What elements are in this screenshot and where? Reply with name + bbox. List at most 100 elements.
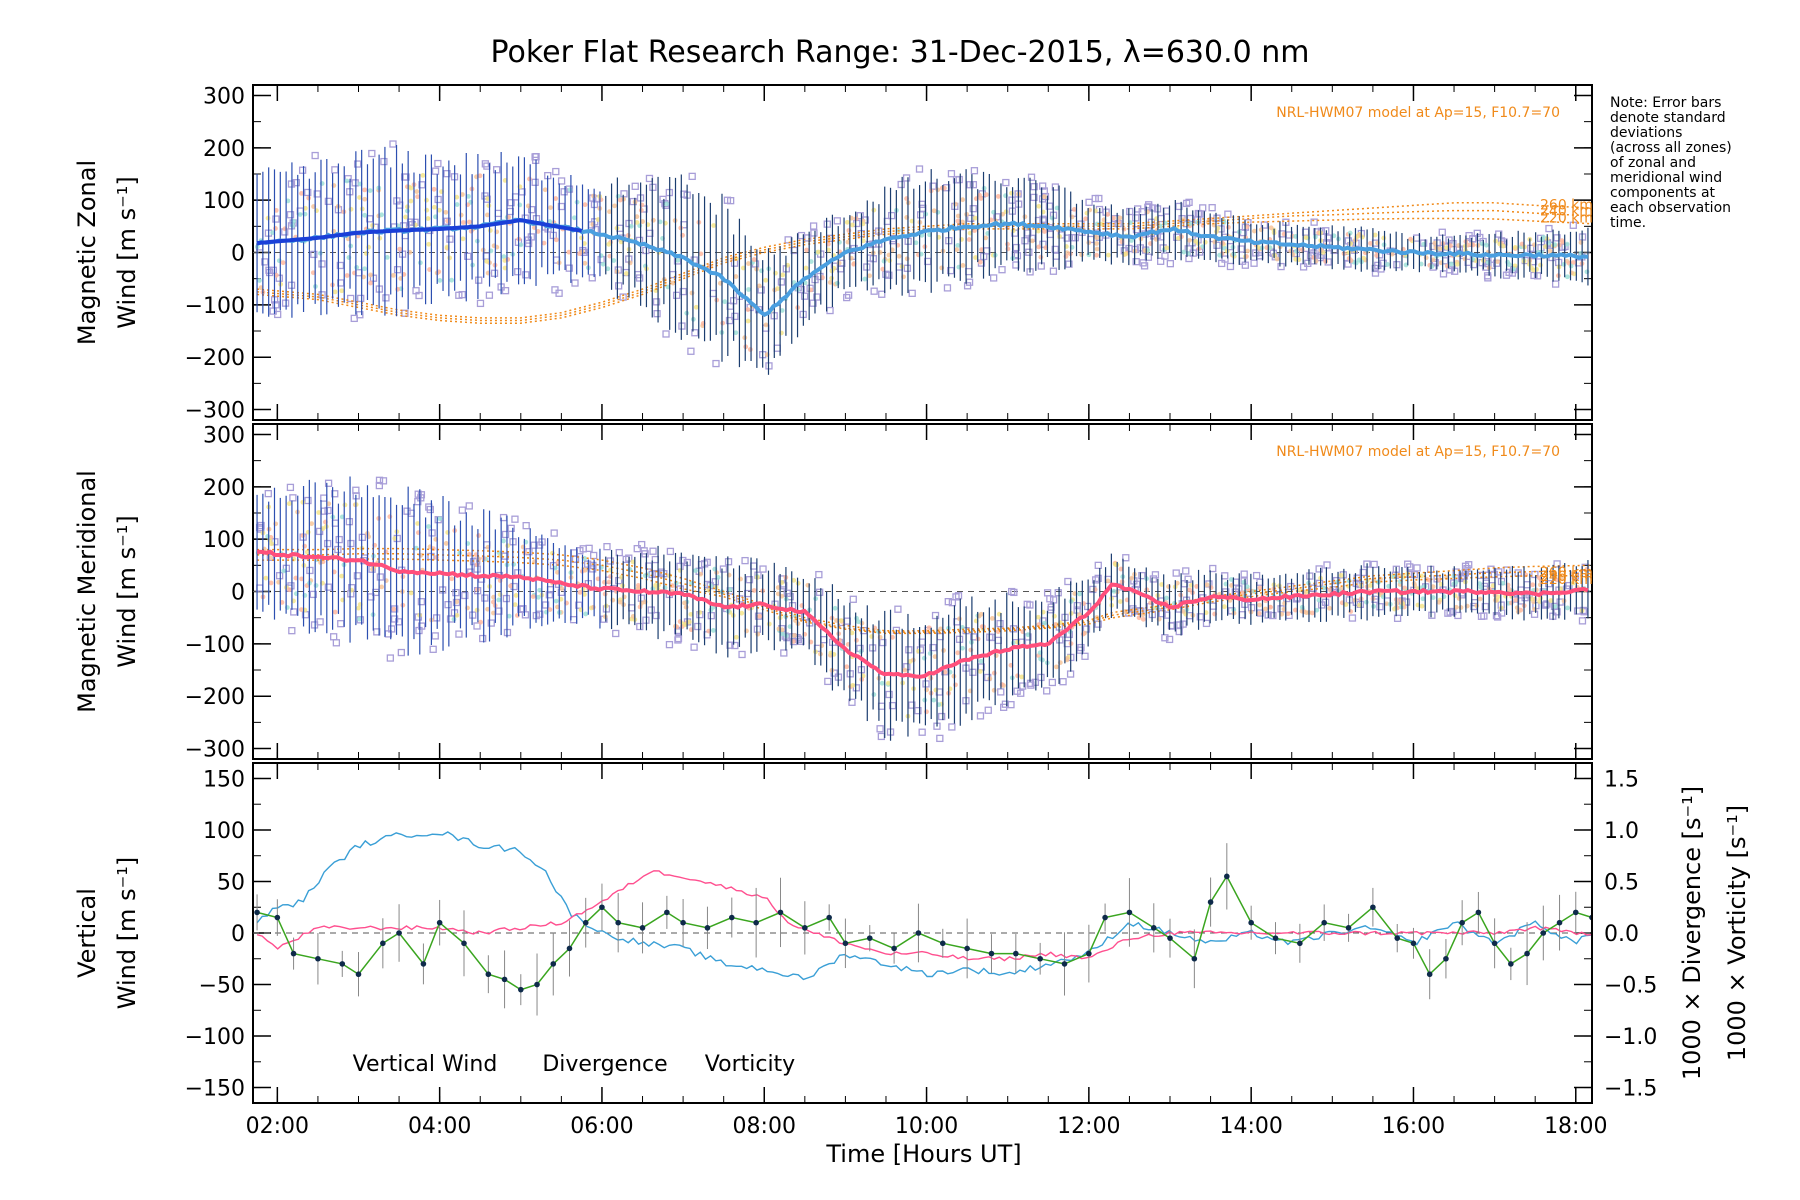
meridional-panel-zone-dot xyxy=(932,654,938,660)
meridional-panel-zone-point xyxy=(376,573,384,581)
meridional-panel-zone-point xyxy=(929,643,937,652)
meridional-panel-zone-point xyxy=(944,598,952,606)
zonal-panel-zone-dot xyxy=(541,240,547,246)
y-tick-label: −300 xyxy=(185,399,245,424)
zonal-panel-zone-dot xyxy=(364,251,369,256)
meridional-panel-model-220km xyxy=(257,558,1591,635)
meridional-panel-zone-dot xyxy=(1430,584,1436,590)
meridional-panel-zone-point xyxy=(848,698,856,706)
zonal-panel-zone-dot xyxy=(501,254,507,260)
vertical-wind-point xyxy=(566,945,573,952)
zonal-panel-zone-point xyxy=(1024,229,1032,237)
zonal-panel-zone-dot xyxy=(600,261,606,267)
zonal-panel-zone-dot xyxy=(1374,253,1380,258)
zonal-panel-zone-dot xyxy=(1200,244,1205,250)
zonal-panel-zone-dot xyxy=(625,233,631,238)
zonal-panel-model-label: NRL-HWM07 model at Ap=15, F10.7=70 xyxy=(1276,105,1560,121)
zonal-panel-zone-dot xyxy=(618,239,624,245)
zonal-panel-zone-point xyxy=(1221,255,1229,263)
meridional-panel-zone-point xyxy=(481,594,489,602)
vertical-wind-point xyxy=(939,940,946,947)
zonal-panel-zone-point xyxy=(350,314,358,323)
meridional-panel-zone-dot xyxy=(850,682,856,688)
zonal-panel-zone-point xyxy=(809,299,817,307)
zonal-panel-zone-dot xyxy=(1193,238,1199,244)
meridional-panel-zone-point xyxy=(905,646,913,654)
zonal-panel-zone-point xyxy=(1039,215,1047,223)
meridional-panel-zone-point xyxy=(1410,571,1418,579)
meridional-panel-zone-dot xyxy=(1256,611,1262,616)
zonal-panel-zone-dot xyxy=(1086,240,1092,246)
zonal-panel-zone-dot xyxy=(579,235,584,241)
zonal-panel-zone-point xyxy=(434,195,442,204)
meridional-panel-zone-dot xyxy=(1040,657,1045,663)
meridional-panel-zone-dot xyxy=(791,577,797,583)
meridional-panel-ylabel-line1: Magnetic Meridional xyxy=(73,470,101,713)
zonal-panel-zone-point xyxy=(687,347,695,355)
zonal-panel-zone-point xyxy=(481,192,489,200)
zonal-panel-zone-dot xyxy=(427,267,432,272)
meridional-panel-zone-dot xyxy=(287,587,292,593)
meridional-panel-zone-dot xyxy=(512,602,518,608)
zonal-panel-zone-dot xyxy=(566,249,572,255)
meridional-panel-zone-point xyxy=(955,635,964,643)
zonal-panel-zone-dot xyxy=(995,194,1001,199)
zonal-panel-zone-dot xyxy=(535,229,541,234)
meridional-panel-zone-dot xyxy=(978,658,984,664)
meridional-panel-zone-dot xyxy=(993,653,999,658)
meridional-panel-zone-point xyxy=(666,547,675,556)
zonal-panel-zone-point xyxy=(902,174,911,182)
meridional-panel-zone-point xyxy=(652,611,660,620)
meridional-panel-zone-point xyxy=(417,598,426,606)
meridional-panel-zone-point xyxy=(633,544,641,553)
note-line: (across all zones) xyxy=(1610,140,1732,156)
meridional-panel-zone-point xyxy=(403,507,411,515)
vertical-wind-point xyxy=(1150,925,1157,931)
meridional-panel-zone-dot xyxy=(733,634,739,640)
meridional-panel-zone-point xyxy=(1094,620,1102,628)
meridional-panel-zone-dot xyxy=(1303,610,1309,616)
meridional-panel-zone-point xyxy=(914,706,922,715)
meridional-panel-zone-point xyxy=(922,680,930,688)
vertical-wind-point xyxy=(1102,914,1108,921)
meridional-panel-zone-dot xyxy=(449,576,455,582)
zonal-panel-zone-point xyxy=(298,166,307,174)
meridional-panel-zone-dot xyxy=(669,583,675,589)
meridional-panel-zone-dot xyxy=(879,680,885,686)
zonal-panel-zone-dot xyxy=(606,241,612,247)
zonal-panel-altitude-label: 240 km xyxy=(1540,204,1593,220)
zonal-panel-zone-dot xyxy=(297,212,303,217)
note-line: deviations xyxy=(1610,125,1682,141)
zonal-panel-zone-dot xyxy=(1429,264,1435,269)
meridional-panel-zone-point xyxy=(1477,612,1486,620)
meridional-panel-zone-point xyxy=(638,540,646,549)
meridional-panel-zone-dot xyxy=(832,605,838,611)
zonal-panel-zone-point xyxy=(967,214,975,223)
meridional-panel-zone-point xyxy=(615,548,623,557)
zonal-panel-zone-point xyxy=(678,322,686,330)
meridional-panel-zone-point xyxy=(465,502,473,510)
meridional-panel-zone-dot xyxy=(478,619,484,625)
meridional-panel-zone-point xyxy=(444,601,452,609)
y-tick-label: 100 xyxy=(203,819,245,844)
zonal-panel-zone-dot xyxy=(447,255,453,261)
zonal-panel-zone-dot xyxy=(484,212,490,218)
vertical-wind-point xyxy=(461,940,467,947)
zonal-panel-zone-dot xyxy=(1323,258,1329,264)
meridional-panel-zone-dot xyxy=(299,576,305,582)
zonal-panel-zone-point xyxy=(1051,245,1059,254)
meridional-panel-zone-dot xyxy=(902,667,908,673)
zonal-panel-zone-point xyxy=(555,289,563,297)
zonal-panel-zone-point xyxy=(813,293,821,301)
zonal-panel-zone-dot xyxy=(628,223,634,229)
meridional-panel-zone-point xyxy=(894,605,902,613)
zonal-panel-zone-dot xyxy=(1217,252,1223,258)
zonal-panel-zone-point xyxy=(464,252,472,260)
meridional-panel-zone-dot xyxy=(300,533,306,538)
zonal-panel-model-220km xyxy=(257,217,1591,324)
meridional-panel-mean-line xyxy=(257,549,1589,679)
zonal-panel-zone-point xyxy=(475,276,483,284)
vertical-wind-point xyxy=(1126,909,1133,916)
meridional-panel-zone-dot xyxy=(1117,599,1123,604)
zonal-panel-zone-point xyxy=(1039,240,1047,248)
